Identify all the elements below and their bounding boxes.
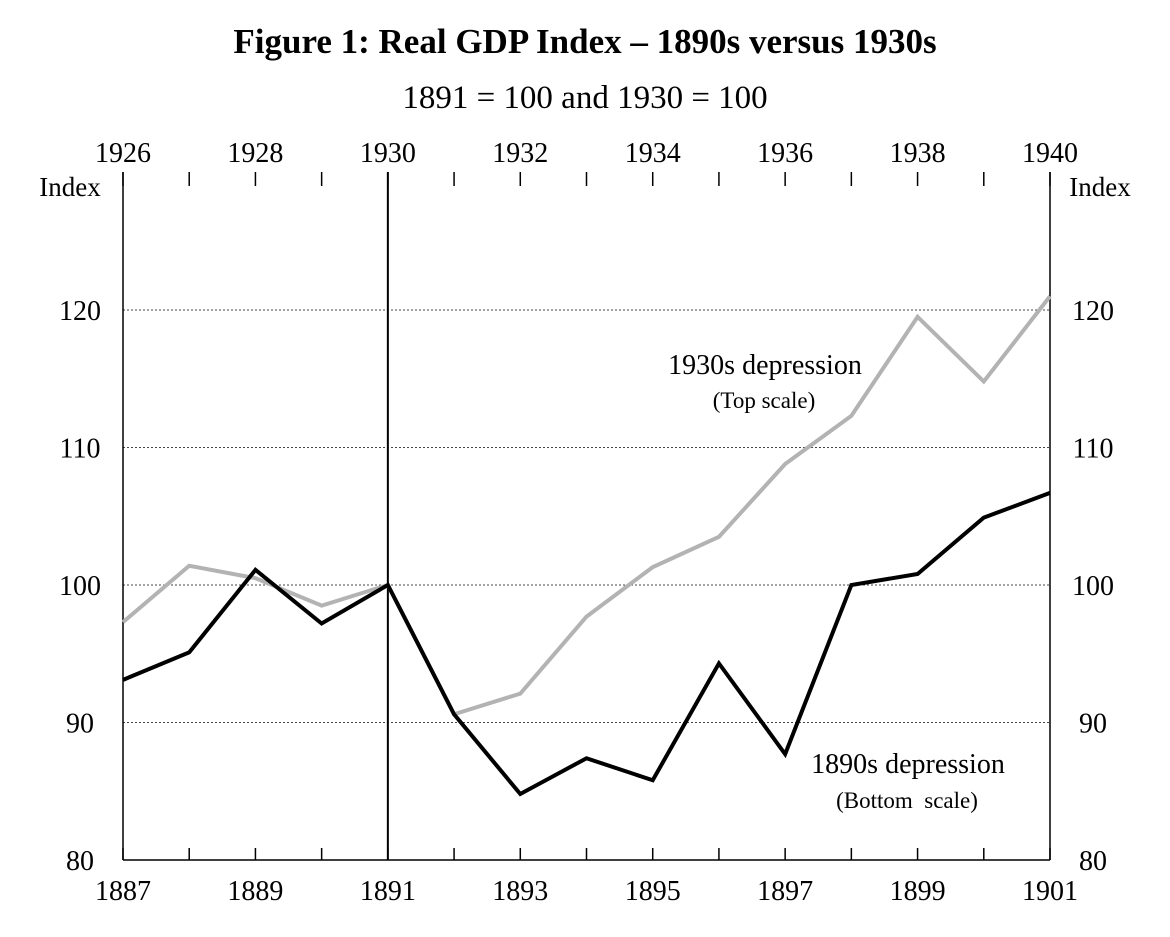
point-1890s: [121, 678, 125, 682]
point-1930s: [253, 576, 257, 580]
point-1930s: [651, 565, 655, 569]
x-tick-label-bottom: 1887: [95, 876, 151, 907]
y-tick-label-right: 80: [1079, 846, 1107, 877]
left-axis-label: Index: [39, 172, 101, 202]
point-1930s: [783, 462, 787, 466]
point-1890s: [386, 583, 390, 587]
point-1890s: [916, 572, 920, 576]
point-1890s: [452, 712, 456, 716]
y-tick-label-right: 110: [1073, 434, 1114, 465]
x-tick-label-bottom: 1899: [890, 876, 946, 907]
point-1930s: [717, 535, 721, 539]
point-1890s: [717, 661, 721, 665]
y-tick-label-left: 100: [59, 571, 101, 602]
chart-subtitle: 1891 = 100 and 1930 = 100: [402, 80, 768, 116]
series-note-1890s: (Bottom scale): [836, 788, 978, 813]
x-tick-label-top: 1932: [492, 138, 548, 169]
point-1890s: [253, 568, 257, 572]
x-tick-label-top: 1928: [227, 138, 283, 169]
x-tick-label-top: 1936: [757, 138, 813, 169]
right-axis-label: Index: [1069, 172, 1131, 202]
x-tick-label-bottom: 1893: [492, 876, 548, 907]
y-tick-label-right: 90: [1079, 709, 1107, 740]
x-tick-label-top: 1934: [625, 138, 681, 169]
y-tick-label-right: 100: [1072, 571, 1114, 602]
point-1930s: [585, 615, 589, 619]
point-1890s: [783, 752, 787, 756]
x-tick-label-top: 1938: [890, 138, 946, 169]
series-note-1930s: (Top scale): [713, 388, 815, 413]
point-1890s: [320, 622, 324, 626]
point-1890s: [1048, 491, 1052, 495]
y-tick-label-left: 110: [60, 434, 101, 465]
point-1890s: [651, 778, 655, 782]
y-tick-label-left: 90: [66, 709, 94, 740]
series-line-1890s: [122, 491, 1051, 797]
x-tick-label-bottom: 1901: [1022, 876, 1078, 907]
point-1890s: [518, 792, 522, 796]
x-tick-label-bottom: 1895: [625, 876, 681, 907]
series-label-1890s: 1890s depression: [811, 749, 1005, 780]
series-label-1930s: 1930s depression: [668, 350, 862, 381]
x-tick-label-top: 1926: [95, 138, 151, 169]
x-tick-label-top: 1940: [1022, 138, 1078, 169]
point-1930s: [1048, 294, 1052, 298]
point-1890s: [849, 583, 853, 587]
y-tick-label-left: 80: [66, 846, 94, 877]
x-tick-label-bottom: 1889: [227, 876, 283, 907]
point-1930s: [121, 620, 125, 624]
point-1930s: [916, 315, 920, 319]
x-tick-label-top: 1930: [360, 138, 416, 169]
y-tick-label-right: 120: [1072, 296, 1114, 327]
x-tick-label-bottom: 1897: [757, 876, 813, 907]
y-tick-label-left: 120: [59, 296, 101, 327]
point-1890s: [982, 516, 986, 520]
point-1930s: [320, 604, 324, 608]
x-tick-label-bottom: 1891: [360, 876, 416, 907]
point-1930s: [849, 414, 853, 418]
point-1930s: [187, 564, 191, 568]
point-1930s: [982, 380, 986, 384]
point-1890s: [187, 650, 191, 654]
chart-title: Figure 1: Real GDP Index – 1890s versus …: [233, 22, 937, 61]
point-1930s: [518, 692, 522, 696]
series-line-1930s: [121, 295, 1052, 717]
point-1890s: [585, 756, 589, 760]
